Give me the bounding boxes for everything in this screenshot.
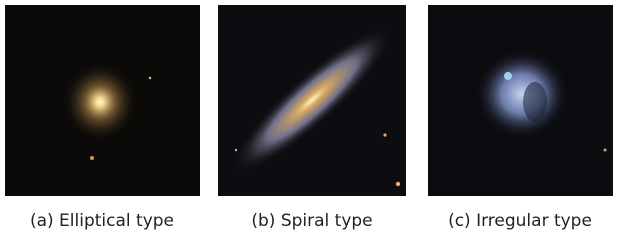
star [396,182,400,186]
page: (a) Elliptical type (b) Spiral type (c) … [0,0,618,244]
figure: (a) Elliptical type (b) Spiral type (c) … [0,0,618,244]
panel-c: (c) Irregular type [428,5,613,231]
star [604,149,607,152]
panel-b: (b) Spiral type [218,5,406,231]
dark-lane [523,82,547,122]
star [235,149,237,151]
galaxy [476,50,568,138]
star [90,156,94,160]
caption: (c) Irregular type [448,211,592,231]
panel-a: (a) Elliptical type [5,5,200,231]
star [504,72,512,80]
caption: (b) Spiral type [251,211,372,231]
star [149,77,151,79]
galaxy [62,62,138,142]
caption: (a) Elliptical type [30,211,174,231]
star [383,133,386,136]
